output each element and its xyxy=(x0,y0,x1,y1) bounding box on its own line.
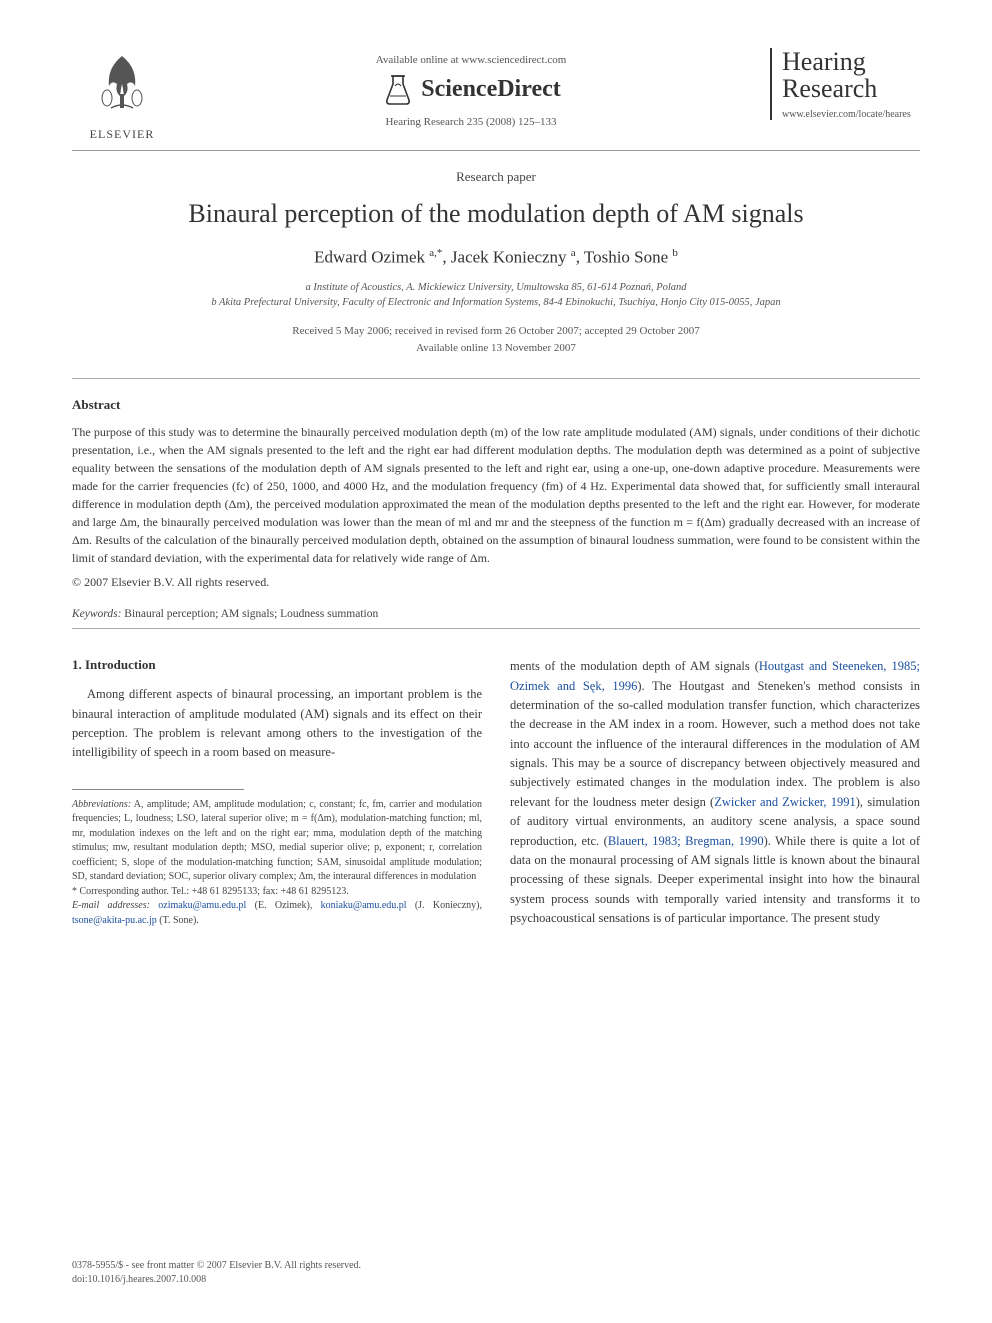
email-label: E-mail addresses: xyxy=(72,900,150,911)
abstract-copyright: © 2007 Elsevier B.V. All rights reserved… xyxy=(72,575,920,590)
journal-title-block: Hearing Research www.elsevier.com/locate… xyxy=(770,48,920,120)
dates-received: Received 5 May 2006; received in revised… xyxy=(72,323,920,340)
email-name-2: (J. Konieczny), xyxy=(407,900,482,911)
elsevier-tree-icon xyxy=(87,48,157,118)
header-rule xyxy=(72,150,920,151)
email-link-2[interactable]: koniaku@amu.edu.pl xyxy=(321,900,407,911)
abstract-body: The purpose of this study was to determi… xyxy=(72,423,920,567)
paper-type: Research paper xyxy=(72,169,920,185)
abbrev-label: Abbreviations: xyxy=(72,799,131,810)
doi: doi:10.1016/j.heares.2007.10.008 xyxy=(72,1273,361,1287)
intro-heading: 1. Introduction xyxy=(72,657,482,673)
affiliation-b: b Akita Prefectural University, Faculty … xyxy=(72,295,920,311)
email-link-1[interactable]: ozimaku@amu.edu.pl xyxy=(158,900,246,911)
citation-link-2[interactable]: Zwicker and Zwicker, 1991 xyxy=(714,795,856,809)
paper-title: Binaural perception of the modulation de… xyxy=(72,199,920,229)
journal-url: www.elsevier.com/locate/heares xyxy=(782,109,920,120)
dates-online: Available online 13 November 2007 xyxy=(72,340,920,357)
affiliations: a Institute of Acoustics, A. Mickiewicz … xyxy=(72,280,920,312)
available-online-text: Available online at www.sciencedirect.co… xyxy=(172,54,770,66)
intro-right-1: ments of the modulation depth of AM sign… xyxy=(510,659,759,673)
header-row: ELSEVIER Available online at www.science… xyxy=(72,48,920,142)
intro-left-text: Among different aspects of binaural proc… xyxy=(72,685,482,763)
abstract-heading: Abstract xyxy=(72,397,920,413)
email-link-3[interactable]: tsone@akita-pu.ac.jp xyxy=(72,915,157,926)
keywords-label: Keywords: xyxy=(72,608,121,620)
footnote-corresponding: * Corresponding author. Tel.: +48 61 829… xyxy=(72,885,482,900)
title-rule xyxy=(72,378,920,379)
footnote-rule xyxy=(72,789,244,790)
front-matter: 0378-5955/$ - see front matter © 2007 El… xyxy=(72,1259,361,1273)
right-column: ments of the modulation depth of AM sign… xyxy=(510,657,920,928)
affiliation-a: a Institute of Acoustics, A. Mickiewicz … xyxy=(72,280,920,296)
keywords-rule xyxy=(72,628,920,629)
elsevier-logo-block: ELSEVIER xyxy=(72,48,172,142)
intro-right-text: ments of the modulation depth of AM sign… xyxy=(510,657,920,928)
elsevier-label: ELSEVIER xyxy=(72,127,172,142)
dates: Received 5 May 2006; received in revised… xyxy=(72,323,920,356)
left-column: 1. Introduction Among different aspects … xyxy=(72,657,482,928)
abbrev-text: A, amplitude; AM, amplitude modulation; … xyxy=(72,799,482,883)
citation-link-3[interactable]: Blauert, 1983; Bregman, 1990 xyxy=(608,834,764,848)
bottom-meta: 0378-5955/$ - see front matter © 2007 El… xyxy=(72,1259,361,1287)
sciencedirect-logo: ScienceDirect xyxy=(381,72,561,106)
sciencedirect-text: ScienceDirect xyxy=(421,76,561,103)
footnote-emails: E-mail addresses: ozimaku@amu.edu.pl (E.… xyxy=(72,899,482,928)
email-name-3: (T. Sone). xyxy=(157,915,199,926)
body-columns: 1. Introduction Among different aspects … xyxy=(72,657,920,928)
intro-right-2: ). The Houtgast and Steneken's method co… xyxy=(510,679,920,809)
keywords-text: Binaural perception; AM signals; Loudnes… xyxy=(124,608,378,620)
journal-reference: Hearing Research 235 (2008) 125–133 xyxy=(172,116,770,128)
beaker-icon xyxy=(381,72,415,106)
footnote-abbreviations: Abbreviations: A, amplitude; AM, amplitu… xyxy=(72,798,482,885)
keywords: Keywords: Binaural perception; AM signal… xyxy=(72,608,920,620)
journal-title-line2: Research xyxy=(782,75,920,102)
journal-title-line1: Hearing xyxy=(782,48,920,75)
email-name-1: (E. Ozimek), xyxy=(246,900,320,911)
header-center: Available online at www.sciencedirect.co… xyxy=(172,48,770,128)
authors: Edward Ozimek a,*, Jacek Konieczny a, To… xyxy=(72,247,920,268)
